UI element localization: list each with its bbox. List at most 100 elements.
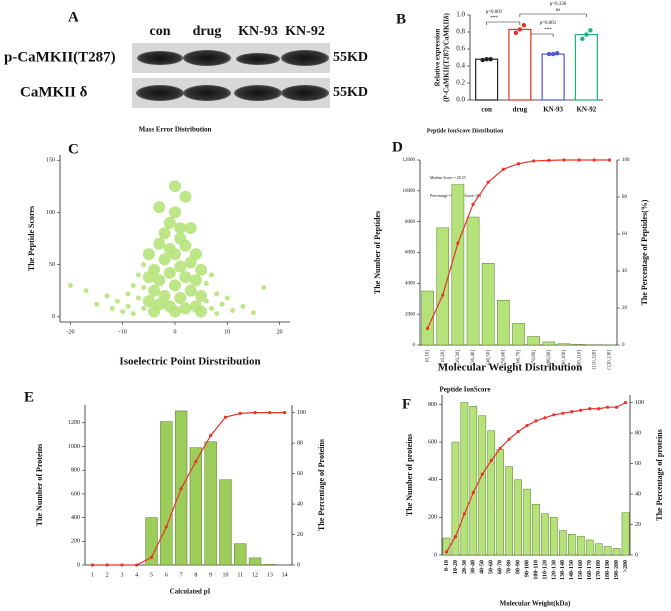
point <box>554 51 560 56</box>
x-tick-label: (80,90] <box>547 350 552 365</box>
cumulative-point <box>525 423 529 428</box>
point <box>480 57 485 63</box>
point <box>125 291 131 297</box>
y-tick-label: 2000 <box>405 312 416 317</box>
y-tick-label: 200 <box>428 515 437 521</box>
y-tick-label: 150 <box>46 158 55 164</box>
x-tick-label: con <box>481 106 492 114</box>
annotation: p=0.336 <box>550 2 567 7</box>
bar <box>481 263 495 346</box>
size-label: 55KD <box>333 85 368 100</box>
point <box>174 260 187 273</box>
size-label: 55KD <box>333 50 368 65</box>
x-tick-label: (40,50] <box>486 350 491 365</box>
y2-tick-label: 40 <box>622 269 628 274</box>
point <box>179 271 192 284</box>
point <box>104 293 110 299</box>
cumulative-point <box>607 158 612 162</box>
point <box>513 30 519 36</box>
chart-title: Mass Error Distribution <box>139 126 212 134</box>
y-tick-label: 400 <box>428 477 437 483</box>
point <box>142 248 155 261</box>
band <box>236 53 280 65</box>
x-tick-label: 4 <box>135 572 138 578</box>
cumulative-point <box>592 158 596 162</box>
cumulative-point <box>238 411 242 415</box>
bar <box>505 466 513 556</box>
point <box>94 301 100 307</box>
bar <box>574 33 598 101</box>
x-tick-label: KN-92 <box>576 106 596 114</box>
point <box>488 57 493 62</box>
y-tick-label: 0 <box>77 562 80 568</box>
panel-letter: F <box>402 396 411 412</box>
cumulative-point <box>194 459 198 463</box>
point <box>153 237 166 250</box>
x-tick-label: (60,70] <box>517 350 522 365</box>
x-tick-label: (100,110] <box>577 350 582 370</box>
panel-letter: D <box>392 139 403 155</box>
chart-title: Peptide IonScore Distribution <box>427 128 504 134</box>
x-tick-label: 110-120 <box>542 560 548 580</box>
point <box>550 51 556 57</box>
bar <box>550 517 558 556</box>
band <box>281 85 329 101</box>
lane-label: con <box>150 24 171 39</box>
y2-tick-label: 0 <box>635 552 638 558</box>
cumulative-point <box>268 411 272 415</box>
x-axis-label: Peptide IonScore <box>439 386 490 394</box>
x-tick-label: 0-10 <box>444 560 450 571</box>
bar <box>436 227 450 346</box>
x-axis-label: Molecular Weight(kDa) <box>500 600 571 608</box>
bar <box>234 543 247 566</box>
bar <box>527 336 540 346</box>
y2-tick-label: 20 <box>635 522 641 528</box>
x-tick-label: 13 <box>267 572 273 578</box>
y2-tick-label: 60 <box>622 232 628 237</box>
y-tick-label: 200 <box>71 539 80 545</box>
y-tick-label: 1000 <box>68 444 80 450</box>
point <box>130 282 136 288</box>
bar <box>557 343 571 346</box>
y2-tick-label: 60 <box>635 461 641 467</box>
cumulative-point <box>498 446 502 450</box>
x-tick-label: (20,30] <box>456 350 461 365</box>
cumulative-point <box>480 472 484 476</box>
bar <box>576 535 585 556</box>
point <box>169 206 181 219</box>
point <box>115 298 120 304</box>
y-tick-label: 6000 <box>405 251 416 256</box>
bar <box>248 557 262 566</box>
cumulative-point <box>570 410 574 414</box>
point <box>148 284 161 297</box>
y-tick-label: 10000 <box>403 189 416 194</box>
x-tick-label: (110,120] <box>592 350 597 370</box>
bar <box>451 441 460 556</box>
bar <box>585 539 594 556</box>
point <box>125 303 131 309</box>
point <box>517 27 523 32</box>
bar <box>451 184 465 346</box>
y-tick-label: 0.4 <box>456 62 465 70</box>
x-tick-label: 6 <box>165 572 168 578</box>
point <box>240 303 246 309</box>
point <box>195 305 208 318</box>
cumulative-point <box>179 487 183 491</box>
point <box>209 272 215 278</box>
bar <box>204 441 217 566</box>
cumulative-point <box>577 158 581 162</box>
x-tick-label: (70,80] <box>532 350 537 365</box>
y-axis-label: (P-CaMKII(T287)/CaMKIIδ) <box>443 12 451 101</box>
y-tick-label: 0.0 <box>456 96 465 104</box>
bar <box>603 546 612 556</box>
x-tick-label: 8 <box>194 572 197 578</box>
point <box>169 180 181 193</box>
bar <box>475 58 499 101</box>
x-tick-label: 160-170 <box>587 560 593 580</box>
point <box>203 298 209 304</box>
point <box>546 51 552 57</box>
bar <box>160 421 173 566</box>
x-tick-label: 10 <box>222 572 228 578</box>
cumulative-point <box>489 458 493 463</box>
